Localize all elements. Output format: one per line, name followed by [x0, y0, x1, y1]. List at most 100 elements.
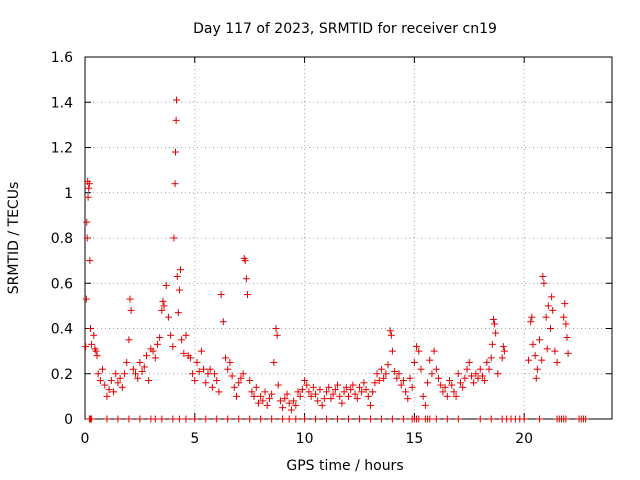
data-point: [134, 374, 142, 382]
data-point: [136, 415, 144, 423]
data-point: [169, 415, 177, 423]
data-point: [279, 415, 287, 423]
data-point: [101, 381, 109, 389]
data-point: [94, 370, 102, 378]
data-point: [369, 388, 377, 396]
data-point: [382, 370, 390, 378]
data-point: [338, 399, 346, 407]
data-point: [441, 383, 449, 391]
data-point: [84, 193, 92, 201]
data-point: [539, 272, 547, 280]
data-point: [312, 415, 320, 423]
data-point: [500, 347, 508, 355]
data-point: [248, 388, 256, 396]
data-point: [408, 383, 416, 391]
data-point: [388, 347, 396, 355]
y-tick-label: 0.8: [51, 231, 73, 247]
data-point: [171, 148, 179, 156]
data-point: [246, 415, 254, 423]
data-point: [235, 415, 243, 423]
data-point: [399, 377, 407, 385]
data-point: [125, 415, 133, 423]
data-point: [243, 291, 251, 299]
data-point: [312, 390, 320, 398]
data-point: [454, 370, 462, 378]
x-tick-label: 0: [81, 431, 90, 447]
data-point: [421, 401, 429, 409]
y-tick-label: 1.4: [51, 95, 73, 111]
data-point: [472, 370, 480, 378]
data-point: [329, 390, 337, 398]
data-point: [419, 392, 427, 400]
data-point: [443, 415, 451, 423]
data-point: [235, 379, 243, 387]
data-point: [331, 386, 339, 394]
data-point: [228, 372, 236, 380]
data-point: [83, 218, 91, 226]
data-point: [263, 401, 271, 409]
data-point: [538, 356, 546, 364]
y-tick-label: 0.6: [51, 276, 73, 292]
data-point: [549, 306, 557, 314]
data-point: [395, 370, 403, 378]
data-point: [261, 388, 269, 396]
data-point: [294, 388, 302, 396]
data-point: [560, 313, 568, 321]
data-point: [417, 365, 425, 373]
data-point: [222, 354, 230, 362]
data-point: [173, 96, 181, 104]
plot-frame: [84, 56, 613, 420]
data-point: [195, 367, 203, 375]
data-point: [428, 370, 436, 378]
data-point: [114, 415, 122, 423]
data-point: [105, 386, 113, 394]
data-point: [202, 379, 210, 387]
x-tick-label: 10: [296, 431, 314, 447]
data-point: [387, 331, 395, 339]
data-point: [156, 334, 164, 342]
data-point: [327, 395, 335, 403]
data-point: [551, 347, 559, 355]
data-point: [488, 340, 496, 348]
data-point: [276, 397, 284, 405]
data-point: [362, 386, 370, 394]
data-point: [432, 365, 440, 373]
data-point: [197, 347, 205, 355]
data-point: [182, 415, 190, 423]
x-tick-label: 5: [190, 431, 199, 447]
data-point: [285, 399, 293, 407]
data-point: [279, 404, 287, 412]
data-point: [175, 415, 183, 423]
data-point: [173, 272, 181, 280]
data-point: [254, 399, 262, 407]
data-point: [224, 415, 232, 423]
data-point: [140, 363, 148, 371]
data-point: [177, 266, 185, 274]
data-point: [470, 379, 478, 387]
data-point: [380, 374, 388, 382]
data-point: [544, 302, 552, 310]
data-point: [298, 386, 306, 394]
data-point: [116, 374, 124, 382]
data-point: [125, 336, 133, 344]
data-point: [237, 374, 245, 382]
data-point: [193, 358, 201, 366]
data-point: [241, 257, 249, 265]
data-point: [355, 415, 363, 423]
data-point: [336, 392, 344, 400]
data-point: [347, 386, 355, 394]
data-point: [268, 390, 276, 398]
data-point: [250, 392, 258, 400]
data-point: [239, 370, 247, 378]
data-point: [292, 401, 300, 409]
data-point: [88, 415, 96, 423]
data-point: [174, 309, 182, 317]
data-point: [257, 392, 265, 400]
x-axis-label: GPS time / hours: [286, 458, 403, 474]
data-point: [208, 383, 216, 391]
data-point: [498, 354, 506, 362]
data-point: [481, 377, 489, 385]
data-point: [373, 370, 381, 378]
data-point: [345, 415, 352, 423]
data-point: [171, 180, 179, 188]
